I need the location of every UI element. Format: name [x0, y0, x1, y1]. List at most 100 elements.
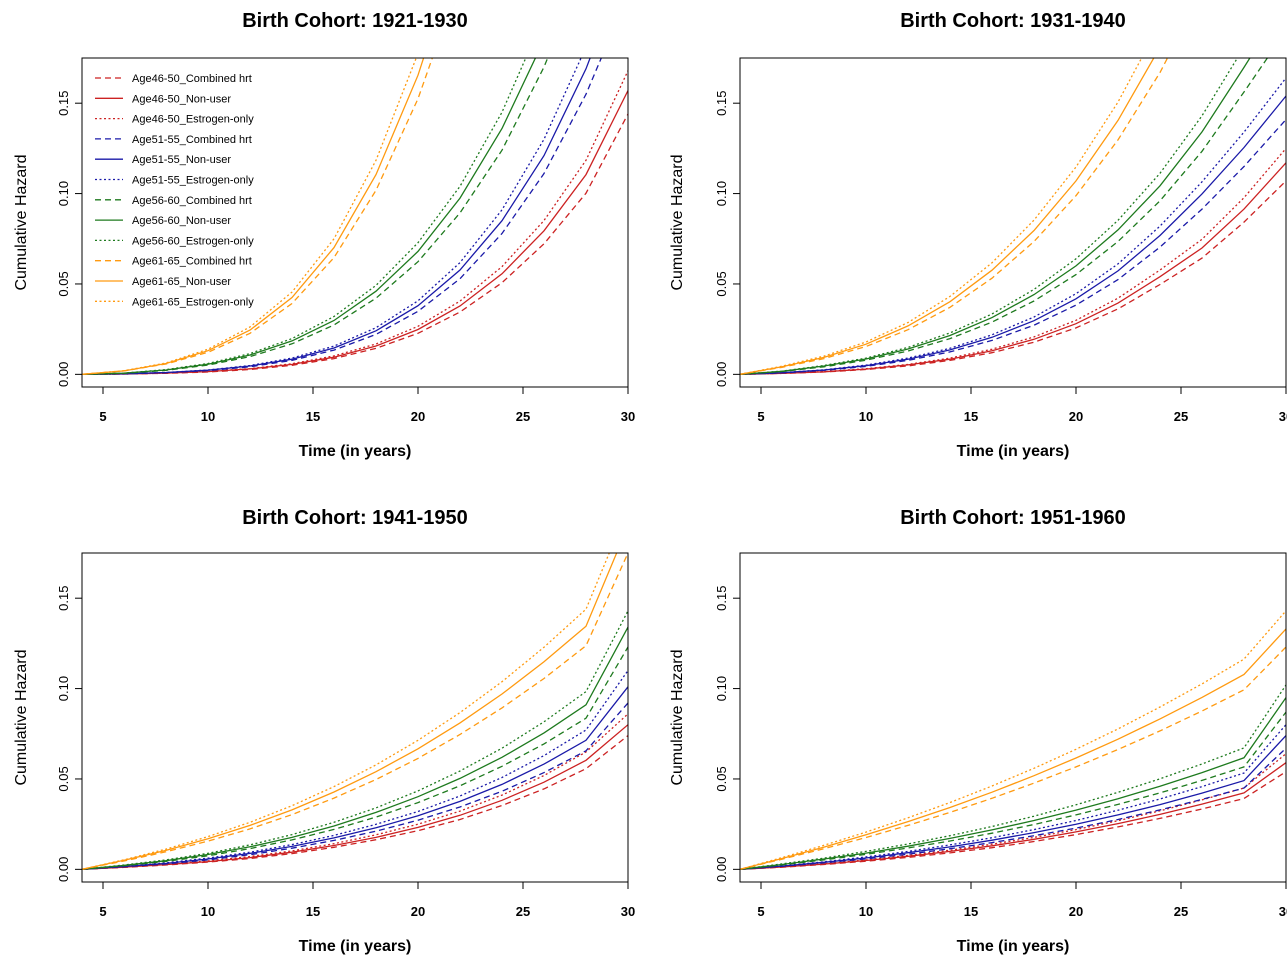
y-tick-label: 0.15	[56, 91, 71, 116]
y-axis-label: Cumulative Hazard	[669, 649, 686, 785]
plot-frame	[739, 552, 1287, 883]
plot-frame	[81, 552, 629, 883]
series-line-age46-50-combined-hrt	[82, 735, 628, 870]
series-line-age56-60-non-user	[82, 626, 628, 870]
series-line-age61-65-non-user	[82, 553, 618, 870]
series-line-age51-55-non-user	[82, 58, 591, 375]
x-tick-label: 25	[516, 409, 530, 424]
x-tick-label: 10	[201, 409, 215, 424]
series-group	[82, 553, 628, 870]
legend-label: Age51-55_Combined hrt	[132, 134, 252, 146]
series-line-age51-55-estrogen-only	[82, 670, 628, 870]
series-line-age61-65-non-user	[740, 628, 1286, 870]
x-tick-label: 5	[757, 409, 764, 424]
x-axis-label: Time (in years)	[957, 938, 1070, 955]
legend-label: Age56-60_Estrogen-only	[132, 235, 254, 247]
series-line-age56-60-estrogen-only	[740, 58, 1239, 375]
series-group	[740, 58, 1286, 375]
series-line-age56-60-estrogen-only	[740, 684, 1286, 870]
y-tick-label: 0.00	[56, 362, 71, 387]
series-line-age51-55-combined-hrt	[740, 747, 1286, 870]
series-line-age56-60-combined-hrt	[740, 58, 1269, 375]
series-line-age61-65-estrogen-only	[82, 58, 417, 375]
y-tick-label: 0.15	[714, 91, 729, 116]
y-axis-label: Cumulative Hazard	[13, 649, 30, 785]
series-line-age46-50-non-user	[740, 762, 1286, 870]
series-line-age61-65-combined-hrt	[82, 553, 628, 870]
series-line-age51-55-non-user	[740, 95, 1286, 375]
chart-title: Birth Cohort: 1951-1960	[900, 507, 1126, 529]
y-tick-label: 0.10	[714, 181, 729, 206]
legend-label: Age46-50_Combined hrt	[132, 73, 252, 85]
x-tick-label: 15	[306, 409, 320, 424]
series-group	[82, 58, 628, 375]
series-line-age46-50-non-user	[82, 724, 628, 870]
series-line-age61-65-combined-hrt	[740, 646, 1286, 870]
x-tick-label: 20	[1069, 904, 1083, 919]
chart-svg: Birth Cohort: 1951-1960 5 10 15 20 25 30 0.00 0.…	[669, 507, 1287, 955]
series-line-age46-50-estrogen-only	[82, 713, 628, 870]
x-tick-label: 5	[757, 904, 764, 919]
x-tick-label: 5	[99, 409, 106, 424]
x-tick-label: 25	[1174, 904, 1188, 919]
x-axis-label: Time (in years)	[299, 443, 412, 460]
y-tick-label: 0.05	[714, 271, 729, 296]
series-group	[740, 610, 1286, 870]
series-line-age56-60-estrogen-only	[82, 58, 527, 375]
x-tick-label: 30	[1279, 409, 1287, 424]
series-line-age51-55-combined-hrt	[82, 702, 628, 870]
series-line-age51-55-combined-hrt	[82, 58, 602, 375]
plot-frame	[81, 57, 629, 388]
y-tick-label: 0.05	[56, 271, 71, 296]
y-tick-label: 0.05	[714, 766, 729, 791]
series-line-age61-65-non-user	[740, 58, 1155, 375]
x-tick-label: 20	[411, 409, 425, 424]
x-tick-label: 15	[306, 904, 320, 919]
x-tick-label: 10	[859, 409, 873, 424]
series-line-age61-65-estrogen-only	[740, 58, 1143, 375]
series-line-age46-50-combined-hrt	[740, 771, 1286, 870]
chart-panel-1951-1960: Birth Cohort: 1951-1960 5 10 15 20 25 30 0.00 0.…	[658, 497, 1287, 977]
x-axis-label: Time (in years)	[957, 443, 1070, 460]
series-line-age56-60-non-user	[82, 58, 537, 375]
legend-label: Age51-55_Non-user	[132, 154, 231, 166]
x-tick-label: 30	[621, 409, 635, 424]
legend-label: Age61-65_Combined hrt	[132, 256, 252, 268]
y-tick-label: 0.00	[714, 362, 729, 387]
y-tick-label: 0.00	[56, 857, 71, 882]
series-line-age51-55-estrogen-only	[740, 77, 1286, 375]
series-line-age56-60-estrogen-only	[82, 610, 628, 870]
x-tick-label: 10	[201, 904, 215, 919]
chart-title: Birth Cohort: 1931-1940	[900, 10, 1126, 32]
x-tick-label: 20	[1069, 409, 1083, 424]
legend-label: Age61-65_Non-user	[132, 276, 231, 288]
x-tick-label: 30	[1279, 904, 1287, 919]
series-line-age61-65-combined-hrt	[82, 58, 434, 375]
series-line-age56-60-combined-hrt	[82, 58, 549, 375]
series-line-age61-65-estrogen-only	[740, 610, 1286, 870]
x-tick-label: 25	[516, 904, 530, 919]
y-tick-label: 0.15	[714, 586, 729, 611]
x-tick-label: 10	[859, 904, 873, 919]
series-line-age46-50-estrogen-only	[740, 753, 1286, 870]
x-tick-label: 20	[411, 904, 425, 919]
series-line-age56-60-non-user	[740, 58, 1251, 375]
x-tick-label: 30	[621, 904, 635, 919]
legend-label: Age46-50_Estrogen-only	[132, 114, 254, 126]
y-tick-label: 0.05	[56, 766, 71, 791]
legend-label: Age46-50_Non-user	[132, 93, 231, 105]
plot-frame	[739, 57, 1287, 388]
legend-label: Age56-60_Combined hrt	[132, 195, 252, 207]
chart-svg: Birth Cohort: 1931-1940 5 10 15 20 25 30 0.00 0.…	[669, 10, 1287, 460]
legend: Age46-50_Combined hrt Age46-50_Non-user Ag…	[95, 73, 254, 308]
series-line-age51-55-estrogen-only	[740, 724, 1286, 870]
x-tick-label: 5	[99, 904, 106, 919]
series-line-age51-55-estrogen-only	[82, 58, 582, 375]
series-line-age46-50-estrogen-only	[740, 147, 1286, 375]
chart-panel-1931-1940: Birth Cohort: 1931-1940 5 10 15 20 25 30 0.00 0.…	[658, 0, 1287, 480]
y-axis-label: Cumulative Hazard	[669, 154, 686, 290]
y-axis-label: Cumulative Hazard	[13, 154, 30, 290]
x-tick-label: 25	[1174, 409, 1188, 424]
legend-label: Age56-60_Non-user	[132, 215, 231, 227]
series-line-age61-65-combined-hrt	[740, 58, 1169, 375]
